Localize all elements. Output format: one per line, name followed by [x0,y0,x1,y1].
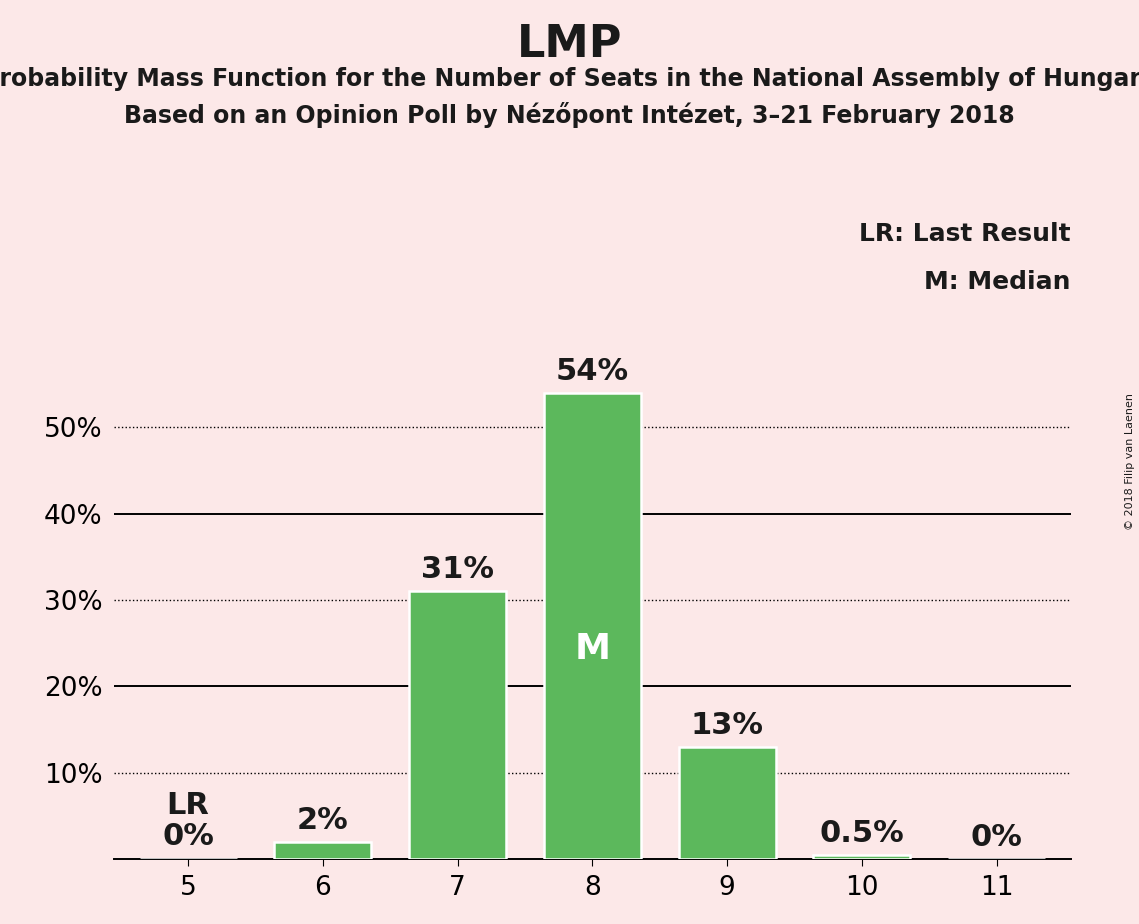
Text: 54%: 54% [556,357,629,385]
Text: 0%: 0% [970,823,1023,853]
Text: M: M [574,632,611,666]
Bar [679,747,776,859]
Text: LR: Last Result: LR: Last Result [859,222,1071,246]
Bar [274,842,371,859]
Text: LMP: LMP [517,23,622,67]
Bar [543,393,641,859]
Text: 0.5%: 0.5% [819,819,904,848]
Text: 13%: 13% [690,711,763,740]
Text: LR: LR [166,792,210,821]
Text: 31%: 31% [421,555,494,585]
Bar [813,855,910,859]
Text: © 2018 Filip van Laenen: © 2018 Filip van Laenen [1125,394,1134,530]
Text: 0%: 0% [162,821,214,851]
Text: 2%: 2% [297,806,349,835]
Text: M: Median: M: Median [924,270,1071,294]
Text: Based on an Opinion Poll by Nézőpont Intézet, 3–21 February 2018: Based on an Opinion Poll by Nézőpont Int… [124,102,1015,128]
Text: Probability Mass Function for the Number of Seats in the National Assembly of Hu: Probability Mass Function for the Number… [0,67,1139,91]
Bar [409,591,506,859]
